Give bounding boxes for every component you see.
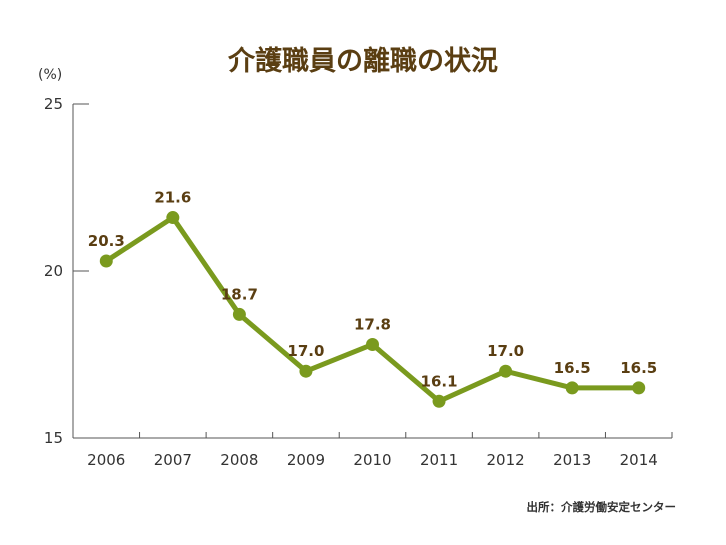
chart-title: 介護職員の離職の状況	[227, 45, 498, 77]
x-tick-label: 2012	[487, 451, 525, 469]
data-label: 21.6	[154, 189, 191, 207]
data-label: 16.5	[554, 359, 591, 377]
data-label: 20.3	[88, 232, 125, 250]
x-tick-label: 2010	[353, 451, 391, 469]
data-label: 17.0	[287, 342, 324, 360]
x-tick-label: 2007	[154, 451, 192, 469]
source-note: 出所：介護労働安定センター	[527, 500, 677, 514]
data-point	[565, 381, 579, 395]
y-tick-label: 25	[44, 95, 63, 113]
x-tick-label: 2006	[87, 451, 125, 469]
data-point	[166, 211, 180, 225]
data-label: 17.0	[487, 342, 524, 360]
data-labels: 20.3 21.6 18.7 17.0 17.8 16.1 17.0 16.5 16.5	[88, 189, 657, 391]
x-tick-label: 2013	[553, 451, 591, 469]
data-point	[232, 307, 246, 321]
data-point	[99, 254, 113, 268]
x-tick-label: 2009	[287, 451, 325, 469]
tick-labels: 15 20 25 2006 2007 2008 2009 2010 2011 2012 2013 20…	[44, 95, 658, 469]
y-axis-unit: (%)	[38, 67, 62, 83]
data-label: 16.5	[620, 359, 657, 377]
x-tick-label: 2008	[220, 451, 258, 469]
data-point	[366, 337, 379, 351]
y-tick-label: 15	[44, 429, 63, 447]
x-tick-label: 2011	[420, 451, 458, 469]
y-tick-label: 20	[44, 262, 63, 280]
data-point	[632, 381, 646, 395]
x-tick-label: 2014	[620, 451, 658, 469]
series-layer	[99, 211, 646, 408]
data-point	[432, 394, 446, 408]
axes	[72, 103, 673, 439]
data-label: 18.7	[221, 285, 258, 303]
data-label: 17.8	[354, 315, 391, 333]
data-point	[499, 364, 513, 378]
data-label: 16.1	[421, 372, 458, 390]
data-point	[299, 364, 313, 378]
